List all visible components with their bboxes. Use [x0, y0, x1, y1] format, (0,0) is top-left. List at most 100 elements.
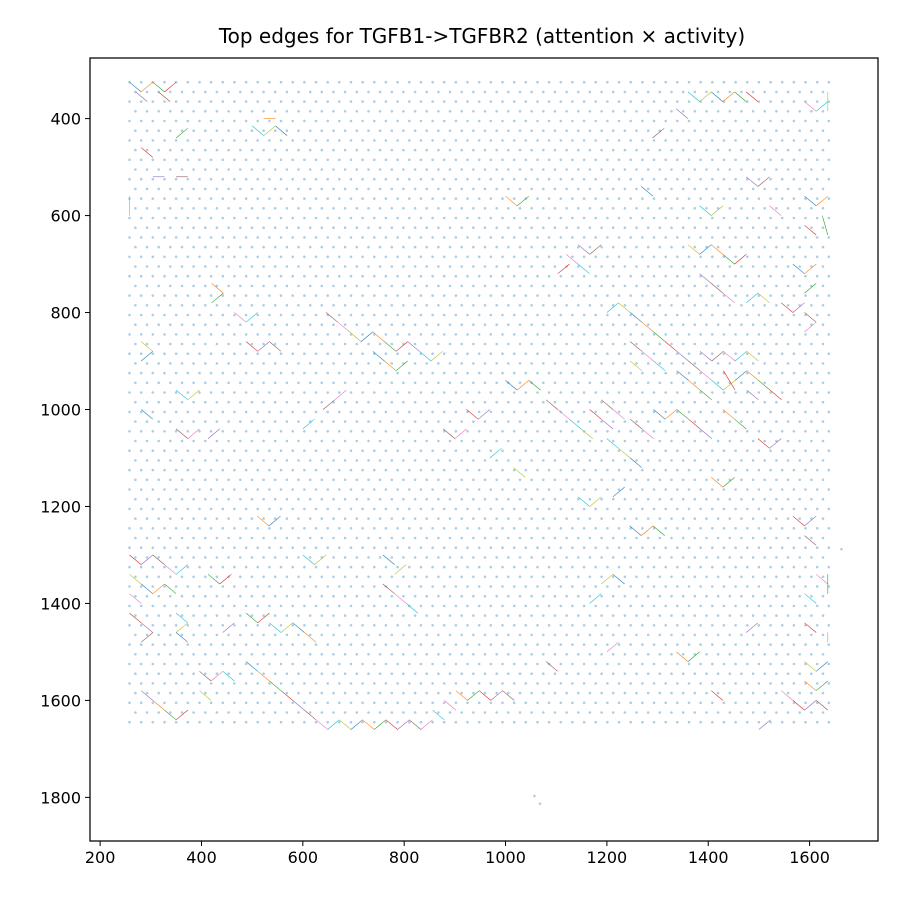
- spot-point: [751, 207, 755, 210]
- spot-point: [437, 478, 440, 482]
- spot-point: [746, 391, 749, 394]
- spot-point: [792, 158, 796, 162]
- spot-point: [804, 391, 807, 394]
- spot-point: [262, 323, 265, 327]
- spot-point: [180, 575, 184, 579]
- spot-point: [466, 236, 469, 239]
- spot-point: [734, 430, 737, 433]
- spot-point: [646, 226, 650, 229]
- spot-point: [361, 643, 364, 646]
- spot-point: [151, 565, 155, 569]
- spot-point: [279, 604, 283, 608]
- spot-point: [157, 168, 160, 171]
- spot-point: [559, 546, 563, 549]
- spot-point: [693, 633, 697, 637]
- spot-point: [227, 207, 230, 210]
- spot-point: [314, 701, 318, 705]
- spot-point: [512, 662, 516, 666]
- edge-segment: [723, 380, 736, 391]
- spot-point: [711, 119, 714, 123]
- spot-point: [268, 177, 271, 181]
- spot-point: [174, 488, 178, 491]
- spot-point: [670, 168, 673, 171]
- axes-group: 200 400 600 800 1000 1200 1400 1600400600800100…: [40, 110, 830, 867]
- spot-point: [227, 381, 230, 385]
- spot-point: [751, 304, 755, 307]
- spot-point: [460, 594, 464, 598]
- spot-point: [431, 139, 434, 142]
- spot-point: [291, 255, 295, 259]
- spot-point: [134, 148, 137, 152]
- spot-point: [693, 478, 697, 482]
- spot-point: [408, 236, 411, 239]
- spot-point: [221, 371, 225, 375]
- spot-point: [413, 614, 417, 617]
- spot-point: [827, 604, 831, 608]
- edge-segment: [315, 719, 328, 730]
- spot-point: [798, 691, 801, 695]
- spot-point: [431, 216, 434, 220]
- spot-point: [705, 342, 708, 346]
- spot-point: [810, 536, 813, 540]
- spot-point: [559, 430, 563, 433]
- spot-point: [291, 352, 295, 356]
- spot-point: [623, 168, 627, 171]
- spot-point: [600, 323, 603, 327]
- spot-point: [547, 410, 551, 414]
- spot-point: [204, 110, 207, 113]
- spot-point: [262, 536, 265, 540]
- edge-segment: [734, 418, 747, 430]
- spot-point: [180, 556, 184, 559]
- spot-point: [437, 691, 440, 695]
- spot-point: [227, 304, 230, 307]
- spot-point: [367, 90, 370, 94]
- spot-point: [606, 527, 609, 530]
- spot-point: [308, 207, 312, 210]
- spot-point: [186, 100, 190, 103]
- spot-point: [355, 226, 359, 229]
- spot-point: [169, 304, 172, 307]
- spot-point: [763, 653, 766, 656]
- spot-point: [780, 197, 784, 200]
- spot-point: [198, 488, 201, 491]
- spot-point: [786, 342, 790, 346]
- spot-point: [338, 391, 341, 394]
- edge-segment: [164, 583, 177, 594]
- spot-point: [559, 565, 563, 569]
- spot-point: [466, 624, 469, 627]
- spot-point: [617, 177, 621, 181]
- spot-point: [553, 400, 557, 404]
- spot-point: [384, 158, 388, 162]
- spot-point: [670, 711, 673, 714]
- spot-point: [716, 517, 720, 520]
- spot-point: [524, 294, 528, 297]
- spot-point: [279, 236, 283, 239]
- spot-point: [780, 604, 784, 608]
- edge-segment: [141, 147, 153, 158]
- spot-point: [553, 594, 557, 598]
- spot-point: [769, 585, 772, 588]
- spot-point: [215, 653, 219, 656]
- spot-point: [262, 187, 265, 191]
- spot-point: [157, 148, 160, 152]
- spot-point: [524, 158, 528, 162]
- spot-point: [273, 653, 277, 656]
- spot-point: [699, 624, 702, 627]
- spot-point: [815, 80, 819, 84]
- spot-point: [658, 556, 662, 559]
- spot-point: [227, 400, 230, 404]
- spot-point: [151, 488, 155, 491]
- spot-point: [827, 119, 831, 123]
- spot-point: [512, 158, 516, 162]
- spot-point: [623, 265, 627, 268]
- spot-point: [594, 624, 597, 627]
- spot-point: [402, 691, 405, 695]
- spot-point: [326, 352, 330, 356]
- spot-point: [343, 439, 347, 443]
- spot-point: [594, 255, 597, 259]
- spot-point: [722, 565, 726, 569]
- spot-point: [804, 313, 807, 317]
- spot-point: [332, 168, 335, 171]
- spot-point: [641, 624, 644, 627]
- spot-point: [402, 245, 405, 249]
